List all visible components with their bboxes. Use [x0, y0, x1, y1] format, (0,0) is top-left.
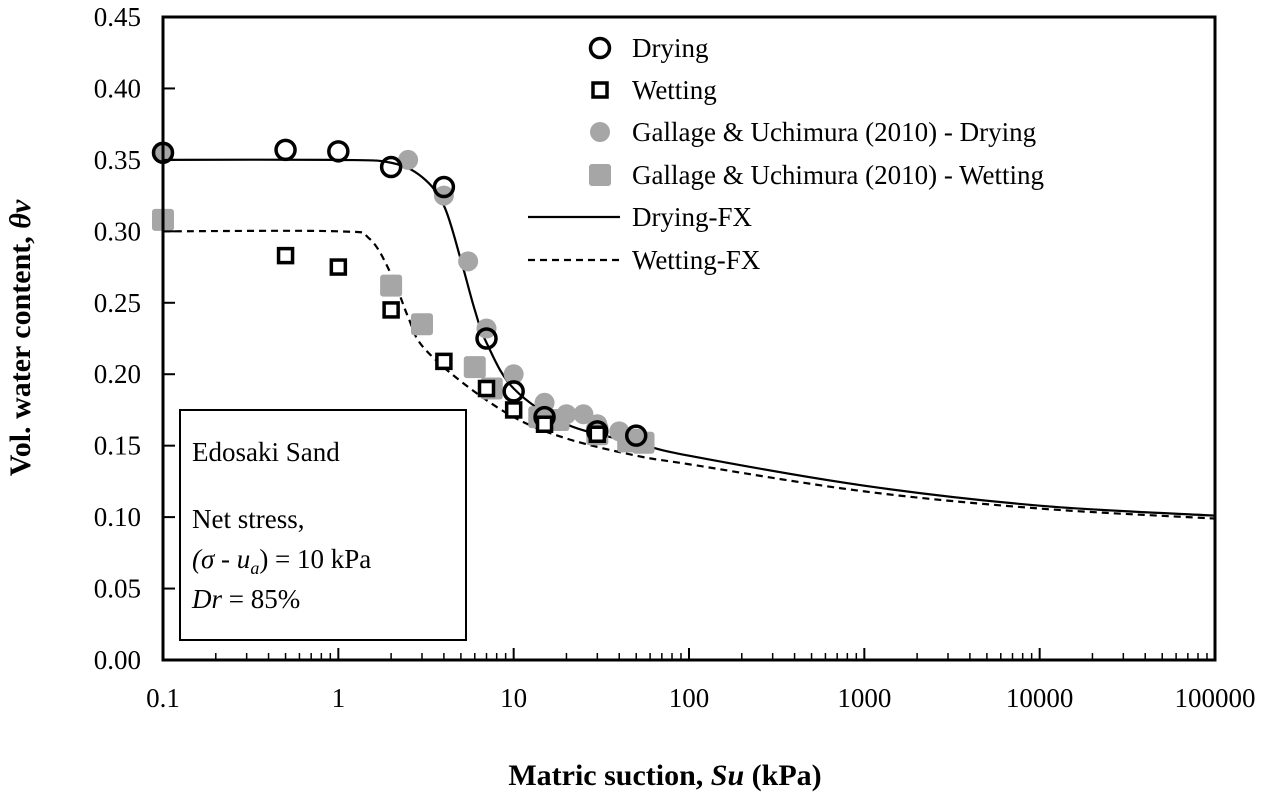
legend-label: Gallage & Uchimura (2010) - Wetting: [632, 160, 1044, 190]
data-point: [477, 379, 496, 398]
x-tick-label: 10: [500, 683, 527, 713]
data-point: [432, 175, 456, 199]
legend-marker: [590, 122, 610, 142]
y-tick-label: 0.30: [94, 216, 141, 246]
y-tick-label: 0.40: [94, 73, 141, 103]
legend-marker: [589, 164, 611, 186]
legend-label: Drying: [632, 33, 709, 63]
data-point: [329, 258, 348, 276]
data-point: [382, 301, 400, 319]
legend-label: Gallage & Uchimura (2010) - Drying: [632, 117, 1036, 147]
y-tick-label: 0.20: [94, 359, 141, 389]
x-axis-label: Matric suction, Su (kPa): [508, 759, 821, 792]
series-line-wetting-fx: [162, 229, 1216, 520]
x-tick-label: 10000: [1006, 683, 1074, 713]
y-tick-label: 0.00: [94, 645, 141, 675]
x-tick-label: 100: [669, 683, 710, 713]
legend-marker: [588, 36, 612, 60]
annotation-material: Edosaki Sand: [192, 437, 340, 467]
annotation-net-stress-label: Net stress,: [192, 504, 304, 534]
x-tick-label: 100000: [1175, 683, 1256, 713]
y-tick-label: 0.35: [94, 145, 141, 175]
data-point: [274, 138, 297, 162]
data-point: [535, 415, 554, 433]
annotation-box: Edosaki Sand Net stress, (σ - ua) = 10 k…: [179, 409, 467, 641]
y-axis-ticks: 0.00 0.05 0.10 0.15 0.20 0.25 0.30 0.35 0.40 0.45: [94, 2, 175, 675]
annotation-relative-density: Dr = 85%: [191, 584, 300, 614]
data-point: [503, 364, 524, 385]
data-point: [410, 313, 433, 336]
x-axis-ticks: 0.1 1 10 100 1000 10000 100000: [146, 648, 1256, 713]
x-tick-label: 1: [332, 683, 346, 713]
y-tick-label: 0.25: [94, 288, 141, 318]
annotation-net-stress-value: (σ - ua) = 10 kPa: [192, 544, 371, 578]
legend-marker: [591, 81, 609, 99]
data-point: [573, 404, 594, 425]
y-axis-label: Vol. water content, θv: [4, 199, 37, 476]
data-point: [435, 352, 453, 371]
data-point: [504, 401, 523, 419]
data-point: [380, 274, 403, 297]
data-point: [588, 425, 607, 443]
data-point: [327, 140, 350, 163]
legend: Drying Wetting Gallage & Uchimura (2010) -…: [528, 33, 1044, 275]
x-tick-label: 0.1: [146, 683, 180, 713]
data-point: [379, 155, 403, 179]
legend-label: Wetting: [632, 75, 717, 105]
y-tick-label: 0.10: [94, 502, 141, 532]
x-tick-label: 1000: [837, 683, 891, 713]
y-tick-label: 0.15: [94, 431, 141, 461]
data-point: [398, 149, 419, 170]
data-point: [502, 380, 525, 403]
y-tick-label: 0.05: [94, 574, 141, 604]
data-point: [463, 356, 486, 379]
data-point: [624, 424, 648, 447]
legend-label: Drying-FX: [632, 202, 752, 232]
y-tick-label: 0.45: [94, 2, 141, 32]
data-point: [276, 246, 295, 265]
data-points: [151, 138, 655, 454]
data-point: [475, 327, 498, 350]
legend-label: Wetting-FX: [632, 245, 761, 275]
data-point: [458, 251, 479, 272]
